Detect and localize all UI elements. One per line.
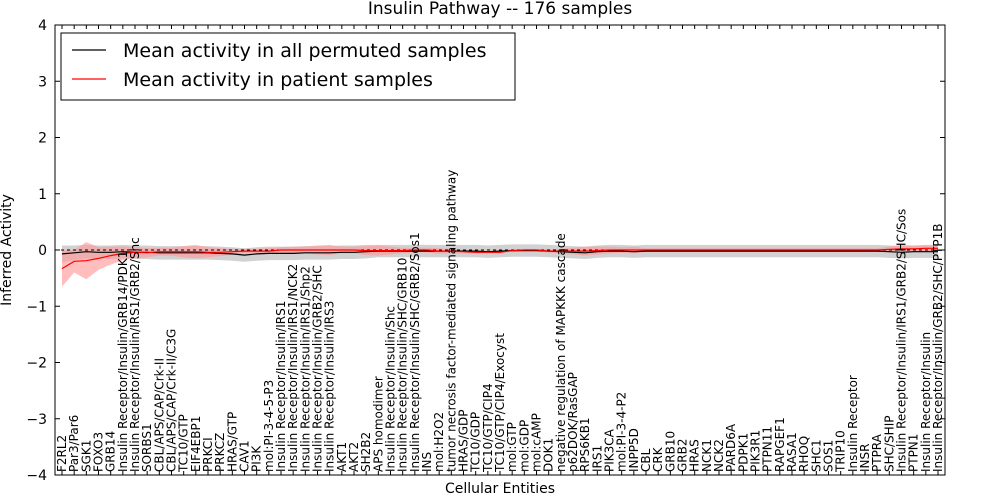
x-tick-label: SOS1: [822, 440, 836, 472]
x-tick-label: tumor necrosis factor-mediated signaling…: [444, 170, 458, 472]
x-tick-label: AKT2: [347, 442, 361, 472]
x-tick-label: TRIP10: [834, 430, 848, 473]
y-tick-label: 4: [38, 18, 47, 34]
x-tick-label: HRAS/GTP: [225, 412, 239, 472]
x-tick-label: CAV1: [238, 440, 252, 472]
x-tick-label: CBL: [639, 448, 653, 472]
chart-title: Insulin Pathway -- 176 samples: [368, 0, 633, 19]
x-tick-label: GRB10: [663, 431, 677, 472]
x-tick-label: TC10/GDP: [469, 412, 483, 473]
x-tick-label: Insulin Receptor: [846, 375, 860, 472]
y-axis: −4 −3 −2 −1 0 1 2 3 4: [26, 18, 945, 484]
x-tick-label: DOK1: [542, 438, 556, 472]
x-tick-label: Insulin Receptor/Insulin/SHC/GRB10: [396, 258, 410, 472]
x-tick-label: IRS1: [590, 445, 604, 472]
x-tick-label: TC10/GTP: [177, 414, 191, 473]
x-tick-label: TC10/GTP/CIP4: [481, 383, 495, 473]
x-tick-label: PRKCI: [201, 437, 215, 472]
y-tick-label: 2: [38, 131, 47, 147]
x-tick-label: FOXO3: [92, 432, 106, 472]
x-tick-label: mol:H2O2: [432, 412, 446, 472]
x-tick-label: RAPGEF1: [773, 417, 787, 472]
x-tick-label: TC10/GTP/CIP4/Exocyst: [493, 333, 507, 473]
patient-mean-line: [61, 247, 938, 270]
x-tick-label: Insulin Receptor/Insulin/IRS1/GRB2/Shc: [128, 237, 142, 472]
legend-label-patient: Mean activity in patient samples: [123, 69, 433, 91]
x-tick-label: Insulin Receptor/Insulin/IRS3: [323, 301, 337, 472]
x-tick-label: AKT1: [335, 442, 349, 472]
legend-label-permuted: Mean activity in all permuted samples: [123, 40, 486, 62]
x-tick-label: PTPRA: [870, 433, 884, 472]
y-axis-label: Inferred Activity: [0, 194, 15, 306]
x-tick-label: SHC1: [809, 439, 823, 472]
x-tick-label: Insulin Receptor/Insulin/GRB14/PDK1: [116, 251, 130, 472]
x-tick-label: HRAS: [688, 439, 702, 472]
x-tick-label: NCK1: [700, 439, 714, 472]
y-tick-label: −4: [26, 468, 47, 484]
x-tick-label: p62DOK/RasGAP: [566, 372, 580, 472]
y-tick-label: 3: [38, 74, 47, 90]
x-tick-label: HRAS/GDP: [457, 409, 471, 472]
x-tick-label: NCK2: [712, 439, 726, 472]
y-tick-label: −3: [26, 412, 47, 428]
x-tick-label: Insulin Receptor/Insulin/IRS1/NCK2: [286, 264, 300, 472]
x-tick-label: CBL/APS/CAP/Crk-II: [152, 358, 166, 472]
x-tick-label: INPP5D: [627, 428, 641, 472]
x-tick-label: SORBS1: [140, 423, 154, 472]
x-tick-label: INS: [420, 452, 434, 472]
x-tick-label: APS homodimer: [371, 376, 385, 472]
x-tick-label: PI3K: [250, 445, 264, 472]
x-tick-label: mol:PI-3-4-P2: [615, 392, 629, 472]
x-axis-label: Cellular Entities: [445, 481, 555, 497]
x-tick-label: CRK: [651, 446, 665, 472]
x-tick-label: Insulin Receptor/Insulin/IRS1: [274, 301, 288, 472]
x-tick-label: Insulin Receptor/Insulin/GRB2/SHC/PTP1B: [931, 224, 945, 473]
x-tick-label: F2RL2: [55, 435, 69, 472]
x-tick-label: PRKCZ: [213, 433, 227, 472]
x-tick-label: mol:GTP: [505, 422, 519, 472]
x-tick-label: CBL/APS/CAP/Crk-II/C3G: [165, 329, 179, 472]
x-tick-label: PARD6A: [724, 423, 738, 472]
x-tick-label: Insulin Receptor/Insulin/IRS1/GRB2/SHC/S…: [895, 209, 909, 472]
legend-box: [60, 32, 516, 101]
y-tick-label: −1: [26, 299, 47, 315]
x-tick-label: GRB14: [104, 431, 118, 472]
x-tick-label: PIK3CA: [603, 428, 617, 472]
x-tick-label: EIF4EBP1: [189, 416, 203, 472]
x-tick-label: GRB2: [676, 438, 690, 472]
y-tick-label: −2: [26, 356, 47, 372]
series-lines: [61, 247, 938, 270]
y-tick-label: 0: [38, 243, 47, 259]
x-tick-label: Insulin Receptor/Insulin/SHC/GRB2/Sos1: [408, 232, 422, 472]
x-tick-label: Insulin Receptor/Insulin/GRB2/SHC: [311, 265, 325, 472]
y-tick-label: 1: [38, 187, 47, 203]
x-tick-label: SGK1: [79, 440, 93, 472]
x-tick-label: RPS6KB1: [578, 417, 592, 472]
x-tick-label: mol:cAMP: [530, 413, 544, 472]
x-tick-label: PTPN1: [907, 434, 921, 472]
x-tick-label: Par3/Par6: [67, 415, 81, 472]
x-tick-label: SHC/SHIP: [882, 416, 896, 472]
x-tick-label: PDPK1: [736, 433, 750, 472]
x-tick-label: PTPN11: [761, 426, 775, 472]
x-tick-label: Insulin Receptor/Insulin: [919, 332, 933, 472]
x-tick-label: PIK3R1: [749, 430, 763, 472]
x-tick-label: mol:PI-3-4-5-P3: [262, 380, 276, 472]
x-tick-label: Insulin Receptor/Insulin/Shc: [384, 306, 398, 472]
x-tick-label: negative regulation of MAPKKK cascade: [554, 233, 568, 472]
x-tick-label: RHOQ: [797, 436, 811, 472]
legend: Mean activity in all permuted samples Me…: [60, 32, 516, 101]
x-tick-label: INSR: [858, 444, 872, 472]
x-tick-label: RASA1: [785, 432, 799, 472]
confidence-bands: [62, 242, 938, 287]
x-tick-label: mol:GDP: [517, 420, 531, 472]
x-tick-label: Insulin Receptor/Insulin/IRS1/Shp2: [298, 266, 312, 472]
x-tick-label: SH2B2: [359, 432, 373, 472]
